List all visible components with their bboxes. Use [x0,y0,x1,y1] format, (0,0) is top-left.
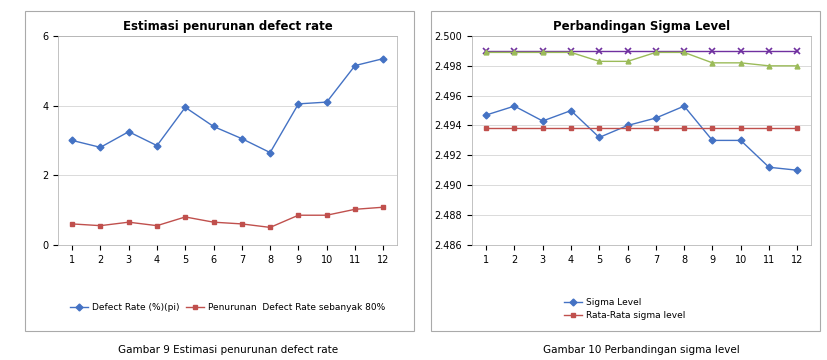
Sigma Level [566,108,576,113]
Text: Gambar 10 Perbandingan sigma level: Gambar 10 Perbandingan sigma level [543,345,739,355]
Title: Estimasi penurunan defect rate: Estimasi penurunan defect rate [122,21,332,33]
Penurunan  Defect Rate sebanyak 80% [350,207,360,211]
Sigma Level [509,104,519,108]
Defect Rate (%)(pi) [350,63,360,68]
Defect Rate (%)(pi) [208,124,218,129]
Defect Rate (%)(pi) [265,150,275,155]
Defect Rate (%)(pi) [123,130,133,134]
Legend: Defect Rate (%)(pi), Penurunan  Defect Rate sebanyak 80%: Defect Rate (%)(pi), Penurunan Defect Ra… [66,299,389,315]
Line: Defect Rate (%)(pi): Defect Rate (%)(pi) [69,56,385,155]
Legend: Sigma Level, Rata-Rata sigma level: Sigma Level, Rata-Rata sigma level [560,294,688,324]
Penurunan  Defect Rate sebanyak 80% [237,222,246,226]
Rata-Rata sigma level [537,126,547,131]
Sigma Level [622,123,632,128]
Sigma Level [480,113,490,117]
Rata-Rata sigma level [480,126,490,131]
Rata-Rata sigma level [791,126,801,131]
Line: Penurunan  Defect Rate sebanyak 80%: Penurunan Defect Rate sebanyak 80% [69,205,385,230]
Rata-Rata sigma level [678,126,688,131]
Rata-Rata sigma level [566,126,576,131]
Rata-Rata sigma level [622,126,632,131]
Title: Perbandingan Sigma Level: Perbandingan Sigma Level [552,21,729,33]
Defect Rate (%)(pi) [322,100,332,104]
Sigma Level [678,104,688,108]
Penurunan  Defect Rate sebanyak 80% [378,205,388,210]
Penurunan  Defect Rate sebanyak 80% [95,224,105,228]
Defect Rate (%)(pi) [152,143,162,148]
Rata-Rata sigma level [763,126,773,131]
Defect Rate (%)(pi) [67,138,77,143]
Penurunan  Defect Rate sebanyak 80% [123,220,133,224]
Penurunan  Defect Rate sebanyak 80% [208,220,218,224]
Rata-Rata sigma level [735,126,745,131]
Text: Gambar 9 Estimasi penurunan defect rate: Gambar 9 Estimasi penurunan defect rate [117,345,337,355]
Sigma Level [706,138,716,143]
Defect Rate (%)(pi) [378,57,388,61]
Rata-Rata sigma level [650,126,660,131]
Defect Rate (%)(pi) [237,136,246,141]
Sigma Level [594,135,604,140]
Rata-Rata sigma level [706,126,716,131]
Line: Sigma Level: Sigma Level [483,104,799,173]
Defect Rate (%)(pi) [95,145,105,149]
Penurunan  Defect Rate sebanyak 80% [265,225,275,230]
Defect Rate (%)(pi) [293,102,303,106]
Penurunan  Defect Rate sebanyak 80% [322,213,332,217]
Penurunan  Defect Rate sebanyak 80% [180,215,190,219]
Sigma Level [735,138,745,143]
Defect Rate (%)(pi) [180,105,190,109]
Penurunan  Defect Rate sebanyak 80% [293,213,303,217]
Penurunan  Defect Rate sebanyak 80% [152,224,162,228]
Sigma Level [791,168,801,172]
Line: Rata-Rata sigma level: Rata-Rata sigma level [483,126,799,131]
Sigma Level [763,165,773,170]
Sigma Level [537,119,547,123]
Penurunan  Defect Rate sebanyak 80% [67,222,77,226]
Rata-Rata sigma level [594,126,604,131]
Rata-Rata sigma level [509,126,519,131]
Sigma Level [650,116,660,120]
